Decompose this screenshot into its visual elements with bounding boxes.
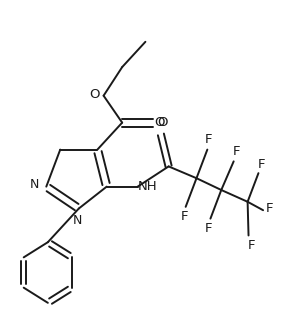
Text: F: F	[180, 210, 188, 223]
Text: N: N	[72, 214, 82, 227]
Text: F: F	[258, 158, 265, 171]
Text: F: F	[266, 202, 274, 215]
Text: F: F	[232, 145, 240, 158]
Text: F: F	[205, 133, 213, 146]
Text: O: O	[154, 116, 165, 129]
Text: F: F	[205, 222, 213, 235]
Text: O: O	[157, 116, 168, 129]
Text: F: F	[247, 239, 255, 252]
Text: N: N	[30, 179, 39, 191]
Text: NH: NH	[138, 180, 158, 193]
Text: O: O	[89, 88, 99, 100]
